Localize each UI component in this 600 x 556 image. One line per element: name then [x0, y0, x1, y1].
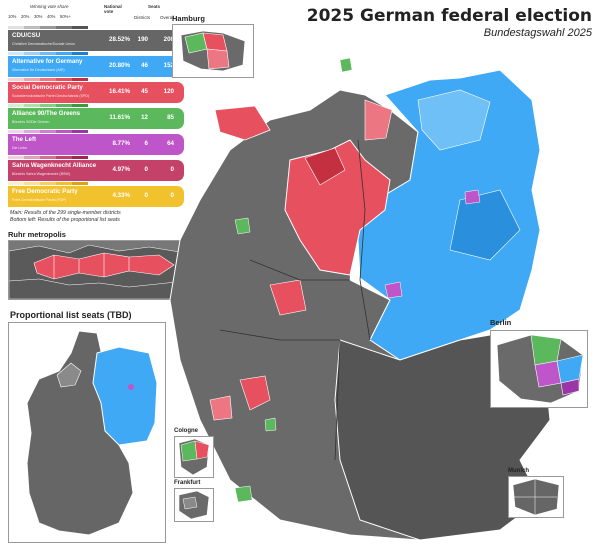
party-subname: Bündnis 90/Die Grünen [12, 120, 50, 124]
party-vote: 28.52% [109, 36, 130, 43]
party-overall: 208 [163, 36, 174, 43]
proportional-inset [8, 322, 166, 543]
seats-label: Seats [148, 4, 161, 9]
frankfurt-map [178, 490, 210, 520]
hamburg-inset [172, 24, 254, 78]
party-subname: Bündnis Sahra Wagenknecht (BSW) [12, 172, 70, 176]
hamburg-map [173, 25, 253, 77]
vote-share-ramp [8, 104, 88, 107]
party-districts: 12 [141, 114, 148, 121]
berlin-map [496, 334, 584, 404]
berlin-inset-title: Berlin [490, 318, 512, 327]
ruhr-inset-title: Ruhr metropolis [8, 230, 66, 239]
party-name: The Left [12, 136, 37, 143]
party-vote: 8.77% [112, 140, 130, 147]
party-name: Social Democratic Party [12, 84, 83, 91]
legend-note: Main: Results of the 299 single-member d… [10, 210, 121, 224]
party-districts: 45 [141, 88, 148, 95]
cologne-inset [174, 436, 214, 478]
party-subname: Christlich Demokratische/Soziale Union [12, 42, 75, 46]
party-overall: 85 [167, 114, 174, 121]
party-name: CDU/CSU [12, 32, 41, 39]
vote-share-ramp [8, 78, 88, 81]
party-vote: 4.97% [112, 166, 130, 173]
map-title: 2025 German federal election [306, 6, 592, 26]
party-row: The Left Die Linke 8.77% 6 64 [8, 130, 184, 155]
frankfurt-inset [174, 488, 214, 522]
cologne-map [178, 438, 210, 476]
map-subtitle: Bundestagswahl 2025 [483, 27, 592, 39]
winning-vote-share-label: Winning vote share [30, 4, 69, 9]
vote-share-ramp [8, 182, 88, 185]
party-vote: 4.33% [112, 192, 130, 199]
party-subname: Die Linke [12, 146, 27, 150]
party-districts: 46 [141, 62, 148, 69]
party-subname: Alternative für Deutschland (AfD) [12, 68, 65, 72]
note-line-main: Main: Results of the 299 single-member d… [10, 210, 121, 216]
party-list: CDU/CSU Christlich Demokratische/Soziale … [8, 26, 184, 207]
proportional-inset-title: Proportional list seats (TBD) [10, 310, 132, 320]
legend: Winning vote share National vote Seats D… [8, 4, 184, 212]
party-districts: 6 [144, 140, 148, 147]
party-row: Alternative for Germany Alternative für D… [8, 52, 184, 77]
party-subname: Sozialdemokratische Partei Deutschlands … [12, 94, 90, 98]
vote-share-ramp [8, 130, 88, 133]
party-vote: 20.80% [109, 62, 130, 69]
party-overall: 0 [170, 166, 174, 173]
party-row: CDU/CSU Christlich Demokratische/Soziale … [8, 26, 184, 51]
party-row: Social Democratic Party Sozialdemokratisc… [8, 78, 184, 103]
hamburg-inset-title: Hamburg [172, 14, 205, 23]
germany-district-map [169, 57, 551, 541]
districts-label: Districts [134, 15, 150, 20]
party-row: Sahra Wagenknecht Alliance Bündnis Sahra … [8, 156, 184, 181]
proportional-map [26, 330, 158, 536]
vote-share-ramp [8, 26, 88, 29]
ruhr-map [8, 241, 187, 300]
party-row: Free Democratic Party Freie Demokratische… [8, 182, 184, 207]
munich-map [512, 478, 560, 516]
overall-label: Overall [160, 15, 175, 20]
munich-inset-title: Munich [508, 468, 529, 474]
berlin-inset [490, 330, 588, 408]
note-line-proportional: Bottom left: Results of the proportional… [10, 217, 120, 223]
party-districts: 190 [137, 36, 148, 43]
frankfurt-inset-title: Frankfurt [174, 480, 201, 486]
party-name: Free Democratic Party [12, 188, 78, 195]
main-map [160, 40, 600, 551]
party-vote: 16.41% [109, 88, 130, 95]
party-districts: 0 [144, 192, 148, 199]
party-name: Alliance 90/The Greens [12, 110, 81, 117]
national-vote-label: National vote [104, 4, 122, 14]
legend-header: Winning vote share National vote Seats D… [8, 4, 184, 30]
vote-share-ramp [8, 52, 88, 55]
party-overall: 120 [163, 88, 174, 95]
party-overall: 64 [167, 140, 174, 147]
vote-share-ramp [8, 156, 88, 159]
party-name: Sahra Wagenknecht Alliance [12, 162, 97, 169]
cologne-inset-title: Cologne [174, 428, 198, 434]
party-subname: Freie Demokratische Partei (FDP) [12, 198, 67, 202]
party-districts: 0 [144, 166, 148, 173]
party-row: Alliance 90/The Greens Bündnis 90/Die Grü… [8, 104, 184, 129]
ruhr-inset [8, 240, 187, 300]
party-vote: 11.61% [109, 114, 130, 121]
munich-inset [508, 476, 564, 518]
party-overall: 0 [170, 192, 174, 199]
party-overall: 152 [163, 62, 174, 69]
vote-share-scale: 10% 20% 30% 40% 50%+ [8, 14, 71, 19]
party-name: Alternative for Germany [12, 58, 83, 65]
